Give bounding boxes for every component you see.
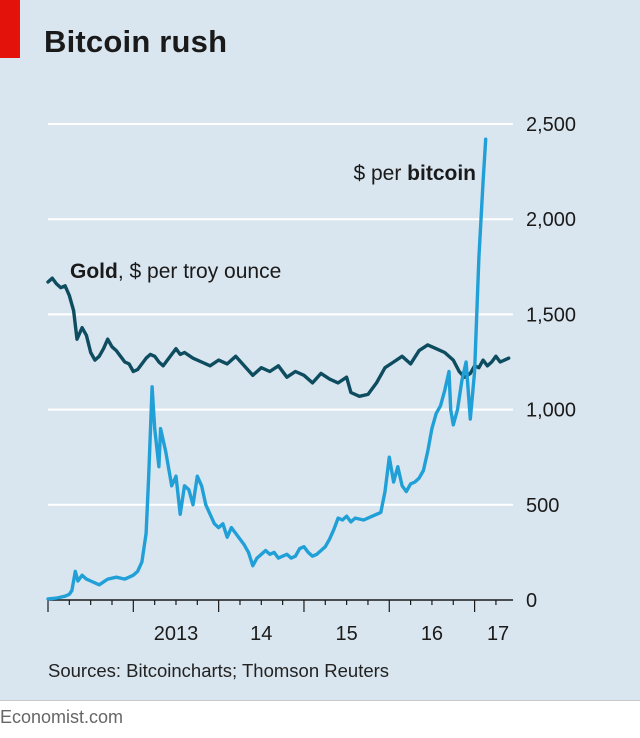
- source-note: Sources: Bitcoincharts; Thomson Reuters: [48, 660, 390, 681]
- chart-panel: [0, 0, 640, 700]
- y-tick-label-1000: 1,000: [526, 400, 576, 422]
- chart-svg: 0 500 1,000 1,500 2,000 2,500 2013 14 15 16 17 Gold…: [46, 114, 576, 645]
- y-tick-label-500: 500: [526, 495, 559, 517]
- x-tick-label-16: 16: [421, 623, 443, 645]
- gold-series-label: Gold, $ per troy ounce: [70, 260, 281, 283]
- x-tick-label-2013: 2013: [154, 623, 199, 645]
- y-tick-label-2000: 2,000: [526, 209, 576, 231]
- x-tick-label-15: 15: [335, 623, 357, 645]
- publisher-credit: Economist.com: [0, 707, 124, 727]
- y-tick-label-0: 0: [526, 590, 537, 612]
- y-tick-label-2500: 2,500: [526, 114, 576, 136]
- bitcoin-series-label: $ per bitcoin: [353, 162, 476, 185]
- footer-divider: [0, 700, 640, 701]
- chart-title: Bitcoin rush: [44, 24, 228, 59]
- bitcoin-series-line: [46, 137, 488, 601]
- x-tick-label-17: 17: [487, 623, 509, 645]
- x-tick-label-14: 14: [250, 623, 272, 645]
- brand-red-tag: [0, 0, 20, 58]
- gold-series-line: [46, 276, 511, 398]
- y-tick-label-1500: 1,500: [526, 304, 576, 326]
